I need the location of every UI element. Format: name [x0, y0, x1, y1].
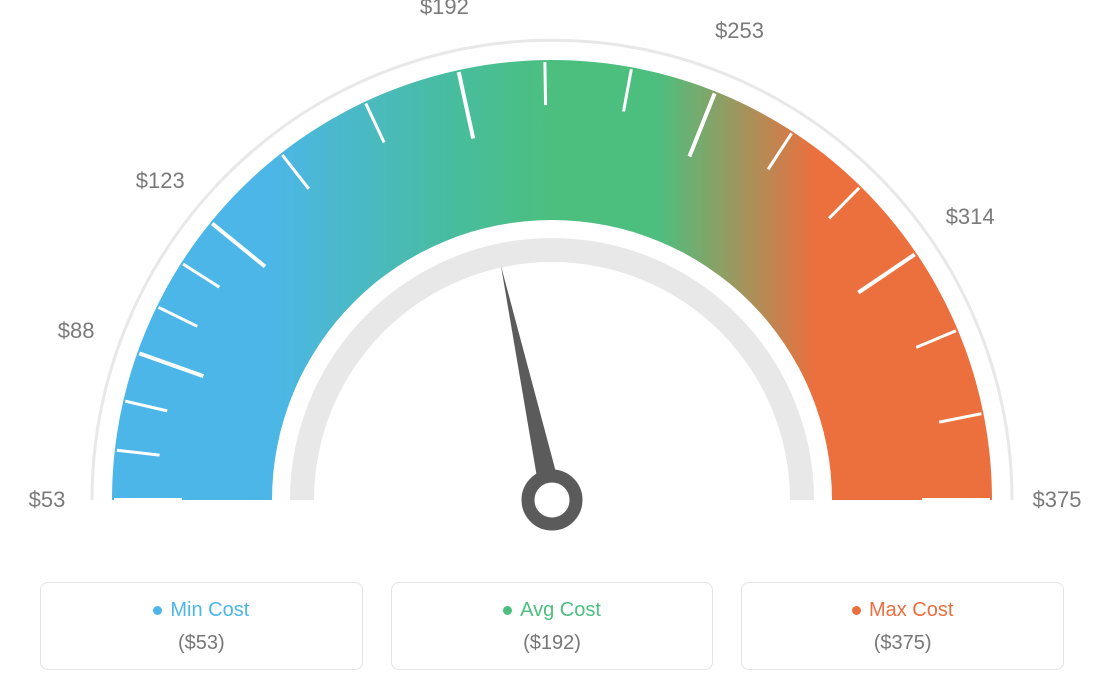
- legend-row: Min Cost ($53) Avg Cost ($192) Max Cost ($375…: [0, 582, 1104, 670]
- legend-title-text: Max Cost: [869, 599, 953, 622]
- gauge-tick-label: $123: [136, 168, 185, 194]
- legend-dot-icon: [852, 606, 861, 615]
- legend-title: Avg Cost: [503, 599, 601, 622]
- legend-title: Min Cost: [153, 599, 249, 622]
- gauge-chart: $53 $88 $123 $192 $253 $314 $375: [0, 0, 1104, 560]
- legend-value: ($53): [51, 632, 352, 655]
- gauge-tick-label: $314: [946, 204, 995, 230]
- legend-title-text: Min Cost: [170, 599, 249, 622]
- legend-dot-icon: [153, 606, 162, 615]
- gauge-tick-label: $192: [420, 0, 469, 20]
- legend-dot-icon: [503, 606, 512, 615]
- legend-title: Max Cost: [852, 599, 953, 622]
- legend-value: ($375): [752, 632, 1053, 655]
- gauge-tick-label: $53: [29, 487, 66, 513]
- gauge-tick-label: $253: [715, 18, 764, 44]
- legend-card-avg: Avg Cost ($192): [391, 582, 714, 670]
- legend-value: ($192): [402, 632, 703, 655]
- gauge-tick-label: $88: [58, 318, 95, 344]
- legend-card-max: Max Cost ($375): [741, 582, 1064, 670]
- gauge-svg: [0, 0, 1104, 560]
- legend-card-min: Min Cost ($53): [40, 582, 363, 670]
- gauge-tick-label: $375: [1033, 487, 1082, 513]
- legend-title-text: Avg Cost: [520, 599, 601, 622]
